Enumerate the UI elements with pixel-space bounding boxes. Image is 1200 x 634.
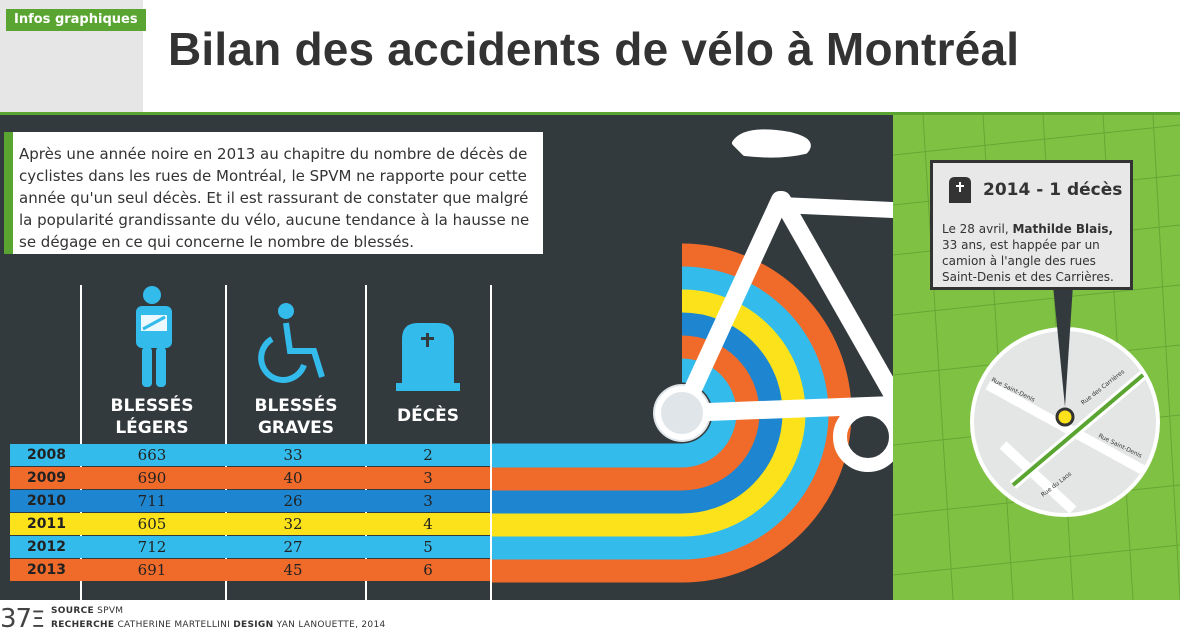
table-cell: 711 [137,492,167,510]
card-text-date: Le 28 avril, [942,222,1013,236]
table-cell: 5 [423,538,433,556]
column-header-serious: BLESSÉS GRAVES [236,395,356,439]
column-divider [225,285,227,600]
table-row [10,559,490,581]
row-year: 2011 [27,516,66,532]
table-cell: 3 [423,469,433,487]
footer-design-value: YAN LANOUETTE, 2014 [276,620,386,630]
bike-frame [673,129,893,472]
row-year: 2012 [27,539,66,555]
column-header-serious-line2: GRAVES [257,418,335,438]
page-number-glyph: Ξ [31,608,45,633]
page-title: Bilan des accidents de vélo à Montréal [168,23,1020,75]
table-cell: 712 [137,538,167,556]
zoom-rail [1011,373,1145,487]
section-tag: Infos graphiques [6,9,146,31]
column-header-light: BLESSÉS LÉGERS [92,395,212,439]
table-cell: 690 [137,469,167,487]
column-header-deaths-line1: DÉCÈS [396,406,460,426]
top-tube [772,197,893,218]
table-row [10,444,490,466]
column-divider [80,285,82,600]
tombstone-icon [396,323,460,391]
table-cell: 45 [283,561,303,579]
page-number: 37Ξ [0,604,45,634]
row-year: 2010 [27,493,66,509]
row-year: 2009 [27,470,66,486]
footer-credits: RECHERCHE CATHERINE MARTELLINI DESIGN YA… [51,620,386,630]
row-year: 2013 [27,562,66,578]
card-victim-name: Mathilde Blais, [1012,222,1114,236]
footer-source-value: SPVM [97,606,124,616]
infographic-panel: Après une année noire en 2013 au chapitr… [0,115,893,600]
intro-text-box: Après une année noire en 2013 au chapitr… [4,132,543,254]
card-text-description: 33 ans, est happée par un camion à l'ang… [942,238,1114,284]
rear-wheel-hub [833,402,893,472]
column-header-deaths: DÉCÈS [368,405,488,427]
table-row [10,467,490,489]
table-row [10,513,490,535]
table-cell: 26 [283,492,303,510]
table-cell: 691 [137,561,167,579]
column-divider [490,285,492,600]
table-row [10,536,490,558]
footer-research-value: CATHERINE MARTELLINI [117,620,231,630]
table-cell: 6 [423,561,433,579]
footer-source: SOURCE SPVM [51,606,123,616]
seat-tube [673,191,789,422]
column-header-serious-line1: BLESSÉS [254,396,338,416]
wheelchair-icon [258,303,325,383]
crank-hub [655,386,709,440]
header-divider [0,112,1180,115]
column-header-light-line1: BLESSÉS [110,396,194,416]
column-header-light-line2: LÉGERS [115,418,189,438]
callout-card-2014: 2014 - 1 décès Le 28 avril, Mathilde Bla… [930,160,1133,290]
card-text: Le 28 avril, Mathilde Blais, 33 ans, est… [942,221,1132,285]
table-cell: 605 [137,515,167,533]
table-cell: 27 [283,538,303,556]
tombstone-icon [949,177,971,203]
page-number-digits: 37 [0,604,32,634]
table-cell: 4 [423,515,433,533]
footer-research-label: RECHERCHE [51,620,115,630]
intro-text: Après une année noire en 2013 au chapitr… [19,145,530,251]
footer-source-label: SOURCE [51,606,94,616]
bicycle-illustration [136,129,893,583]
table-cell: 3 [423,492,433,510]
table-cell: 663 [137,446,167,464]
table-cell: 2 [423,446,433,464]
accident-location-marker [1055,407,1075,427]
row-year: 2008 [27,447,66,463]
table-cell: 33 [283,446,303,464]
footer-design-label: DESIGN [233,620,274,630]
injured-person-icon [136,286,172,387]
table-row [10,490,490,512]
down-tube [773,191,893,404]
saddle [732,129,811,158]
callout-pointer [1053,285,1073,407]
table-cell: 32 [283,515,303,533]
column-divider [365,285,367,600]
card-title: 2014 - 1 décès [983,180,1123,200]
table-cell: 40 [283,469,303,487]
